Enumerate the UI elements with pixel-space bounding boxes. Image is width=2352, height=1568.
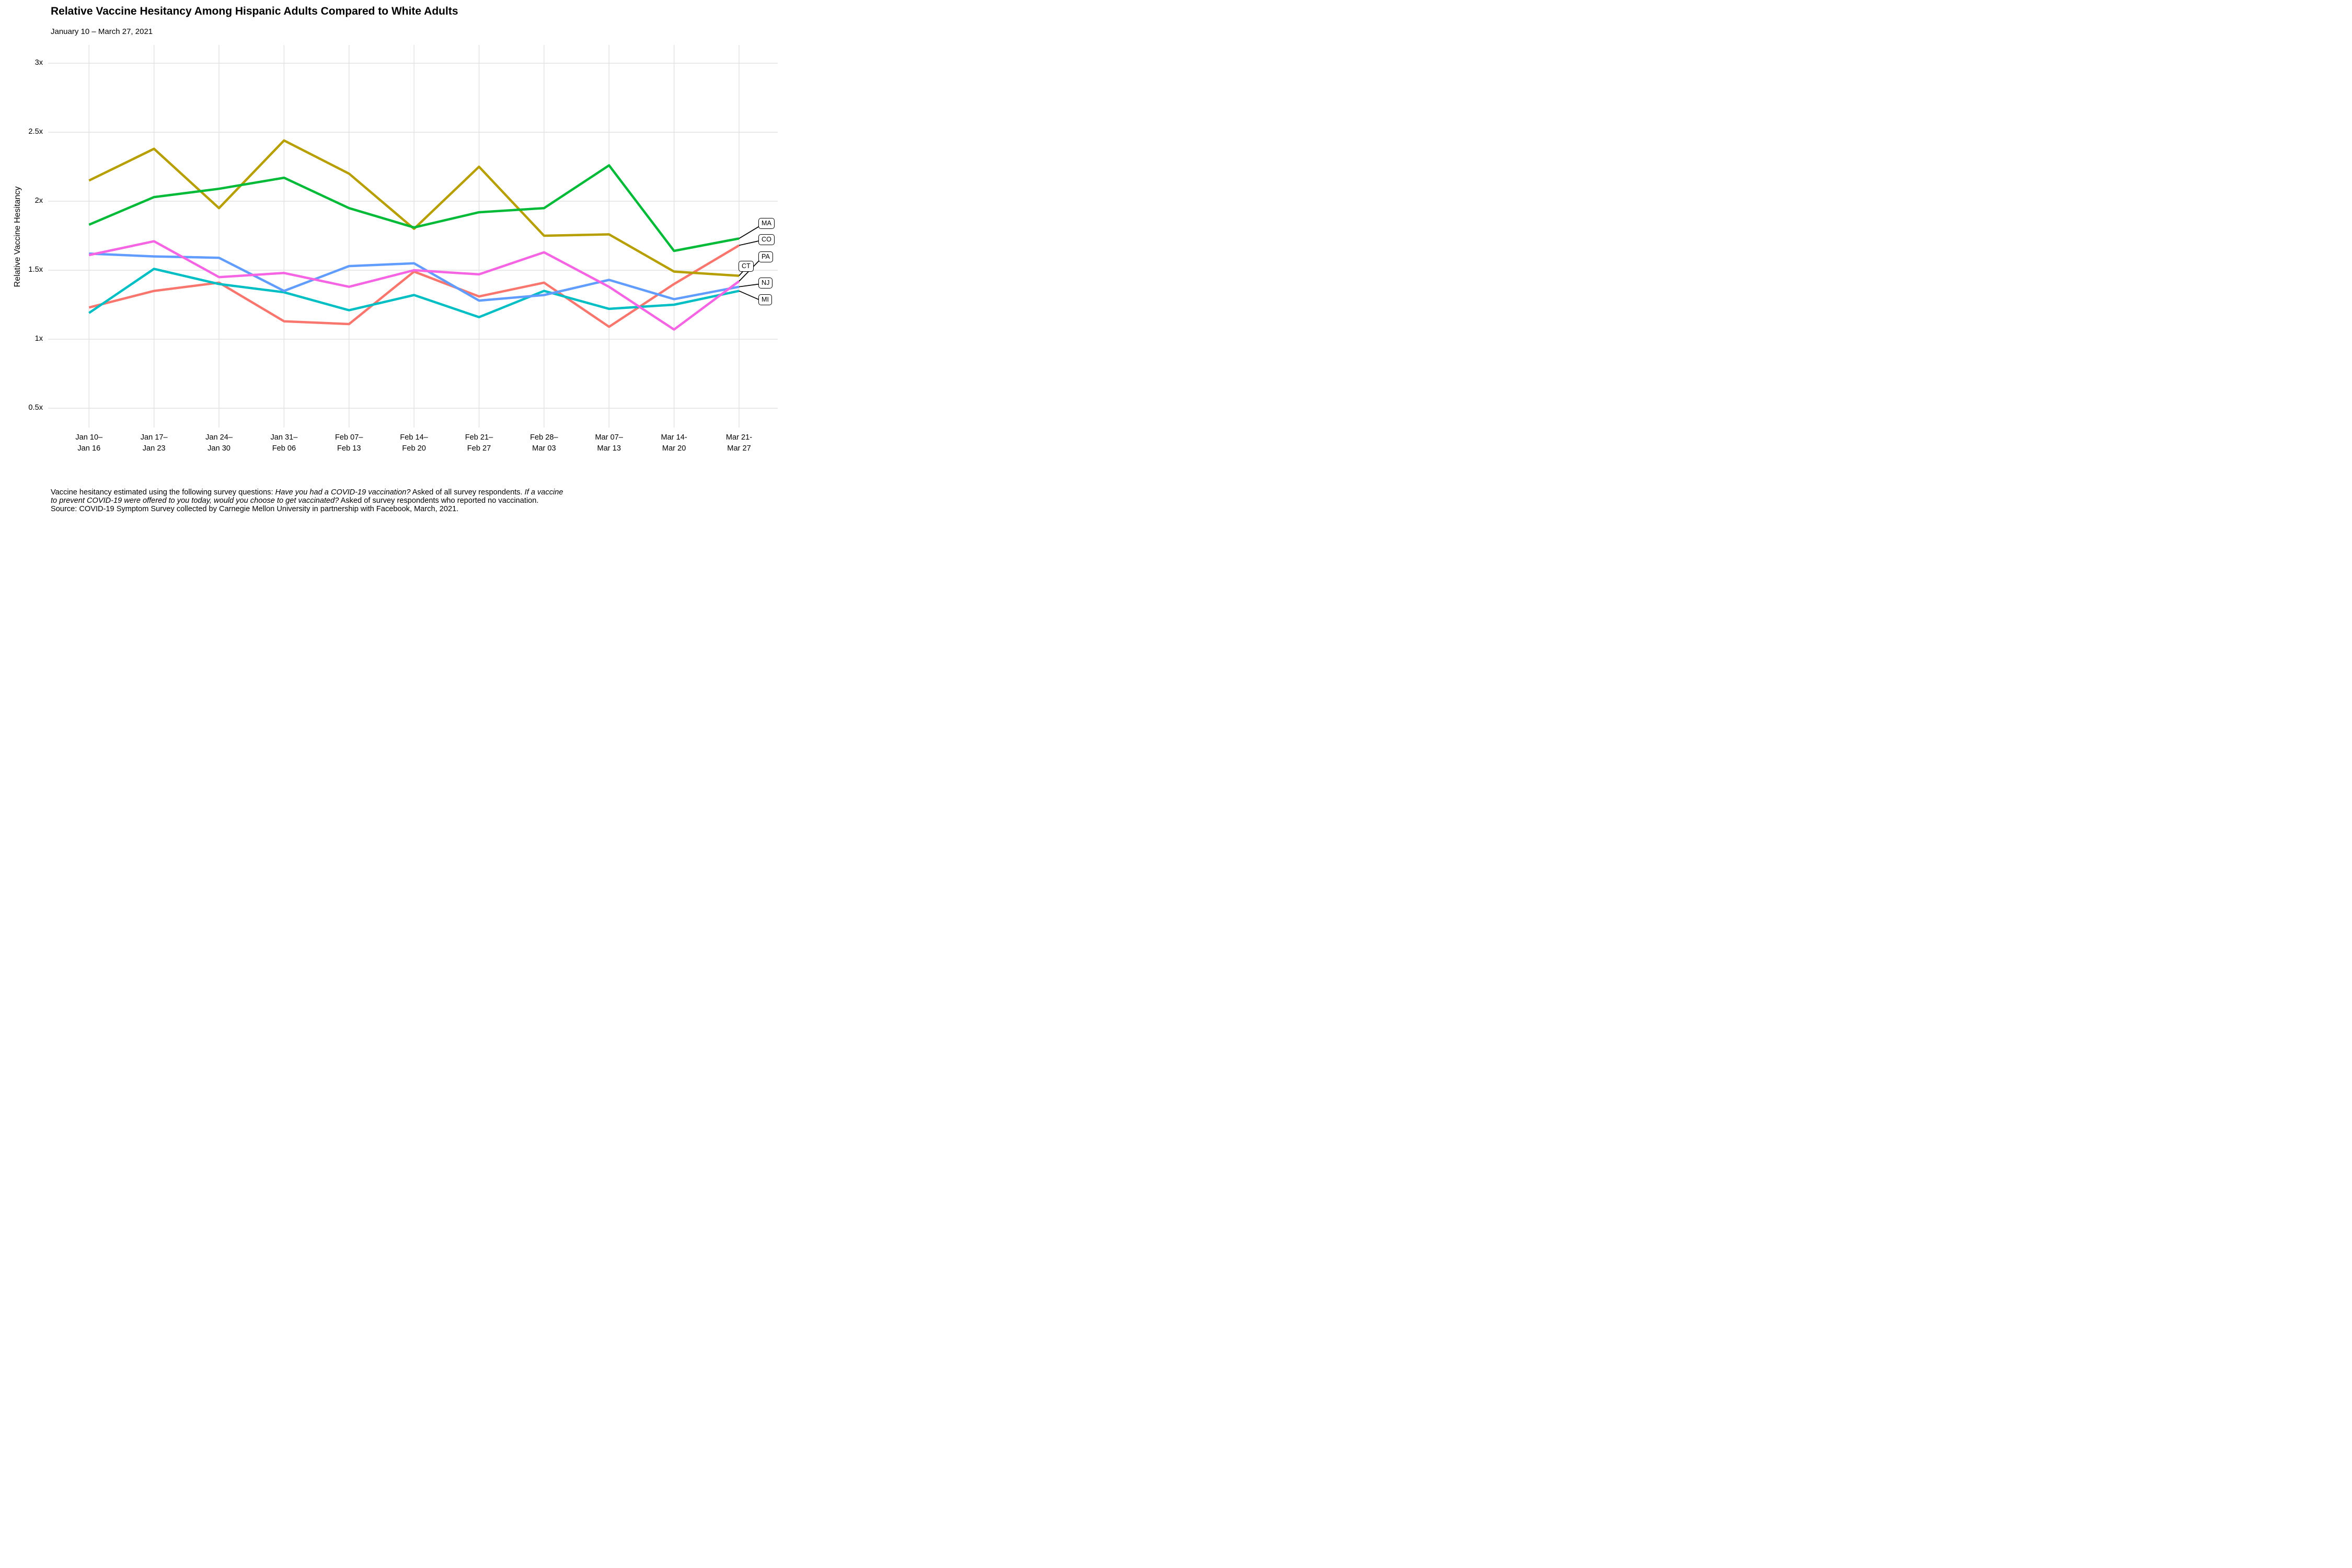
y-tick-label: 1.5x [28,266,43,274]
y-tick-label: 1x [34,335,43,343]
x-tick-label: Jan 24– Jan 30 [205,433,233,453]
series-line-MA [88,164,740,252]
label-connector-MI [739,290,762,301]
series-label-MA: MA [758,218,775,229]
x-tick-label: Jan 17– Jan 23 [140,433,168,453]
x-tick-label: Jan 31– Feb 06 [270,433,298,453]
x-tick-label: Mar 07– Mar 13 [595,433,624,453]
y-tick-label: 2.5x [28,128,43,136]
series-label-PA: PA [758,251,773,262]
series-line-MI [88,268,740,319]
caption-line: Source: COVID-19 Symptom Survey collecte… [51,505,459,514]
y-tick-label: 3x [34,59,43,67]
x-tick-label: Feb 14– Feb 20 [400,433,428,453]
x-tick-label: Feb 28– Mar 03 [530,433,558,453]
caption-line: to prevent COVID-19 were offered to you … [51,497,539,505]
caption: Vaccine hesitancy estimated using the fo… [51,488,563,514]
series-label-MI: MI [758,294,772,305]
series-line-CO [88,244,740,328]
series-line-PA [88,240,740,331]
x-tick-label: Jan 10– Jan 16 [75,433,103,453]
y-tick-label: 0.5x [28,403,43,412]
chart-title: Relative Vaccine Hesitancy Among Hispani… [51,5,458,17]
series-label-NJ: NJ [758,278,773,289]
x-tick-label: Mar 14- Mar 20 [661,433,687,453]
x-tick-label: Mar 21- Mar 27 [725,433,753,453]
chart-subtitle: January 10 – March 27, 2021 [51,27,153,36]
label-connector-NJ [739,283,762,287]
label-connector-CO [739,240,762,246]
label-connector-MA [739,225,762,239]
series-line-NJ [89,252,740,302]
series-line-CT [88,139,740,277]
caption-line: Vaccine hesitancy estimated using the fo… [51,488,563,497]
chart-figure: Relative Vaccine Hesitancy Among Hispani… [0,0,784,523]
series-label-CT: CT [739,261,754,272]
series-label-CO: CO [758,234,775,245]
x-tick-label: Feb 21– Feb 27 [465,433,493,453]
x-tick-label: Feb 07– Feb 13 [335,433,363,453]
y-tick-label: 2x [34,197,43,205]
line-chart-plot-area [48,45,778,428]
